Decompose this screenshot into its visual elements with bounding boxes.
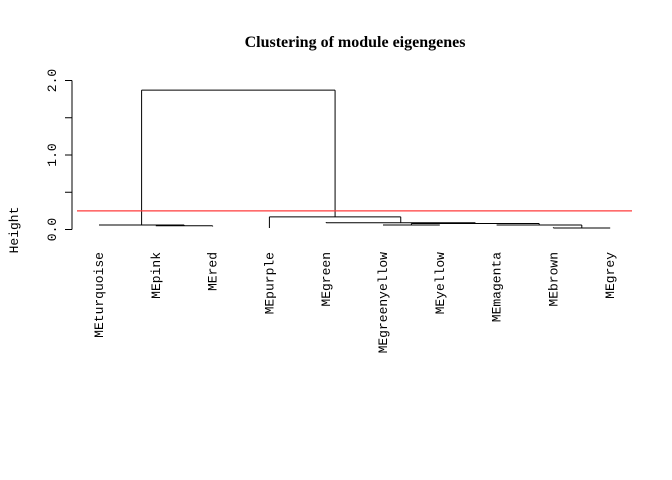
y-tick-label: 1.0 xyxy=(45,143,60,166)
leaf-labels: MEturquoise MEpink MEred MEpurple MEgreen MEg… xyxy=(92,252,618,354)
leaf-label: MEgreenyellow xyxy=(376,252,391,354)
y-axis-label: Height xyxy=(7,207,22,254)
leaf-label: MEgrey xyxy=(603,252,618,299)
leaf-label: MEmagenta xyxy=(490,252,505,322)
y-tick-label: 0.0 xyxy=(45,218,60,241)
y-axis: 0.0 1.0 2.0 xyxy=(45,69,73,241)
chart-title: Clustering of module eigengenes xyxy=(245,34,466,51)
y-tick-label: 2.0 xyxy=(45,69,60,92)
leaf-label: MEgreen xyxy=(319,252,334,307)
leaf-label: MEbrown xyxy=(546,252,561,307)
leaf-label: MEred xyxy=(206,252,221,291)
dendrogram-branches xyxy=(99,89,611,229)
leaf-label: MEyellow xyxy=(433,252,448,315)
leaf-label: MEpink xyxy=(149,252,164,299)
leaf-label: MEturquoise xyxy=(92,252,107,338)
leaf-label: MEpurple xyxy=(262,252,277,314)
